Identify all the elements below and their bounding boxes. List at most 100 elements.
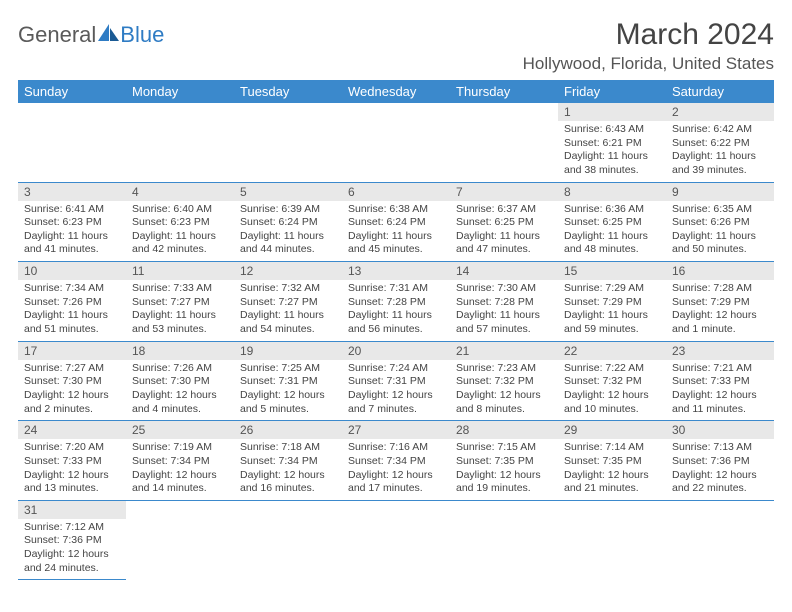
daylight-line1: Daylight: 11 hours [456,230,552,244]
sunrise: Sunrise: 7:18 AM [240,441,336,455]
day-data: Sunrise: 7:23 AMSunset: 7:32 PMDaylight:… [450,360,558,421]
calendar-cell: 2Sunrise: 6:42 AMSunset: 6:22 PMDaylight… [666,103,774,182]
sunset: Sunset: 7:28 PM [456,296,552,310]
sunrise: Sunrise: 7:33 AM [132,282,228,296]
daylight-line2: and 8 minutes. [456,403,552,417]
day-number: 14 [450,262,558,280]
sunrise: Sunrise: 6:37 AM [456,203,552,217]
daylight-line1: Daylight: 12 hours [672,309,768,323]
day-number: 13 [342,262,450,280]
calendar-cell: 21Sunrise: 7:23 AMSunset: 7:32 PMDayligh… [450,341,558,421]
calendar-cell: 15Sunrise: 7:29 AMSunset: 7:29 PMDayligh… [558,262,666,342]
day-number: 12 [234,262,342,280]
day-data: Sunrise: 7:25 AMSunset: 7:31 PMDaylight:… [234,360,342,421]
calendar-row: 31Sunrise: 7:12 AMSunset: 7:36 PMDayligh… [18,500,774,580]
sunrise: Sunrise: 6:35 AM [672,203,768,217]
day-data: Sunrise: 6:39 AMSunset: 6:24 PMDaylight:… [234,201,342,262]
daylight-line1: Daylight: 12 hours [24,548,120,562]
day-number: 23 [666,342,774,360]
calendar-cell: 17Sunrise: 7:27 AMSunset: 7:30 PMDayligh… [18,341,126,421]
title-block: March 2024 Hollywood, Florida, United St… [523,18,774,74]
sunrise: Sunrise: 7:19 AM [132,441,228,455]
sunset: Sunset: 7:30 PM [24,375,120,389]
daylight-line2: and 39 minutes. [672,164,768,178]
sunrise: Sunrise: 6:36 AM [564,203,660,217]
sunset: Sunset: 7:36 PM [672,455,768,469]
sunset: Sunset: 6:24 PM [240,216,336,230]
daylight-line2: and 16 minutes. [240,482,336,496]
daylight-line2: and 10 minutes. [564,403,660,417]
calendar-cell: 8Sunrise: 6:36 AMSunset: 6:25 PMDaylight… [558,182,666,262]
day-data: Sunrise: 6:42 AMSunset: 6:22 PMDaylight:… [666,121,774,182]
day-number: 8 [558,183,666,201]
day-data: Sunrise: 7:32 AMSunset: 7:27 PMDaylight:… [234,280,342,341]
daylight-line1: Daylight: 11 hours [132,309,228,323]
sunrise: Sunrise: 7:20 AM [24,441,120,455]
sunrise: Sunrise: 6:43 AM [564,123,660,137]
day-data: Sunrise: 6:36 AMSunset: 6:25 PMDaylight:… [558,201,666,262]
daylight-line2: and 48 minutes. [564,243,660,257]
daylight-line2: and 1 minute. [672,323,768,337]
sunset: Sunset: 7:31 PM [240,375,336,389]
day-data: Sunrise: 7:27 AMSunset: 7:30 PMDaylight:… [18,360,126,421]
sunset: Sunset: 6:23 PM [24,216,120,230]
calendar-cell: 9Sunrise: 6:35 AMSunset: 6:26 PMDaylight… [666,182,774,262]
day-number: 26 [234,421,342,439]
day-data: Sunrise: 7:33 AMSunset: 7:27 PMDaylight:… [126,280,234,341]
calendar-cell: 14Sunrise: 7:30 AMSunset: 7:28 PMDayligh… [450,262,558,342]
daylight-line1: Daylight: 12 hours [24,469,120,483]
sunrise: Sunrise: 7:15 AM [456,441,552,455]
brand-part1: General [18,22,96,48]
sunset: Sunset: 7:33 PM [24,455,120,469]
day-number: 11 [126,262,234,280]
daylight-line1: Daylight: 11 hours [240,309,336,323]
daylight-line1: Daylight: 11 hours [24,309,120,323]
daylight-line1: Daylight: 11 hours [132,230,228,244]
sunset: Sunset: 7:30 PM [132,375,228,389]
sunset: Sunset: 7:34 PM [132,455,228,469]
calendar-cell [342,500,450,580]
daylight-line1: Daylight: 12 hours [240,469,336,483]
calendar-cell [666,500,774,580]
day-number: 28 [450,421,558,439]
sunrise: Sunrise: 7:21 AM [672,362,768,376]
calendar-row: 24Sunrise: 7:20 AMSunset: 7:33 PMDayligh… [18,421,774,501]
sunrise: Sunrise: 6:41 AM [24,203,120,217]
calendar-cell: 7Sunrise: 6:37 AMSunset: 6:25 PMDaylight… [450,182,558,262]
calendar-cell: 6Sunrise: 6:38 AMSunset: 6:24 PMDaylight… [342,182,450,262]
calendar-cell: 22Sunrise: 7:22 AMSunset: 7:32 PMDayligh… [558,341,666,421]
header: General Blue March 2024 Hollywood, Flori… [18,18,774,74]
day-data: Sunrise: 7:26 AMSunset: 7:30 PMDaylight:… [126,360,234,421]
day-data: Sunrise: 7:19 AMSunset: 7:34 PMDaylight:… [126,439,234,500]
brand-part2: Blue [120,22,164,48]
sunset: Sunset: 7:34 PM [240,455,336,469]
calendar-cell [126,500,234,580]
day-data: Sunrise: 7:28 AMSunset: 7:29 PMDaylight:… [666,280,774,341]
sunrise: Sunrise: 6:42 AM [672,123,768,137]
daylight-line2: and 7 minutes. [348,403,444,417]
sunset: Sunset: 6:25 PM [564,216,660,230]
day-number: 31 [18,501,126,519]
daylight-line1: Daylight: 12 hours [348,389,444,403]
day-data: Sunrise: 7:29 AMSunset: 7:29 PMDaylight:… [558,280,666,341]
sunset: Sunset: 7:31 PM [348,375,444,389]
daylight-line1: Daylight: 12 hours [240,389,336,403]
sunrise: Sunrise: 7:25 AM [240,362,336,376]
calendar-cell: 28 Sunrise: 7:15 AMSunset: 7:35 PMDayligh… [450,421,558,501]
sunset: Sunset: 7:27 PM [132,296,228,310]
sunset: Sunset: 7:28 PM [348,296,444,310]
daylight-line1: Daylight: 11 hours [348,230,444,244]
daylight-line1: Daylight: 12 hours [456,469,552,483]
day-number: 2 [666,103,774,121]
daylight-line1: Daylight: 12 hours [132,389,228,403]
calendar-cell [558,500,666,580]
day-number: 10 [18,262,126,280]
daylight-line2: and 2 minutes. [24,403,120,417]
sail-icon [98,22,120,48]
daylight-line1: Daylight: 11 hours [240,230,336,244]
day-number: 16 [666,262,774,280]
day-number: 17 [18,342,126,360]
daylight-line1: Daylight: 12 hours [564,389,660,403]
calendar-cell: 11Sunrise: 7:33 AMSunset: 7:27 PMDayligh… [126,262,234,342]
sunset: Sunset: 7:35 PM [456,455,552,469]
